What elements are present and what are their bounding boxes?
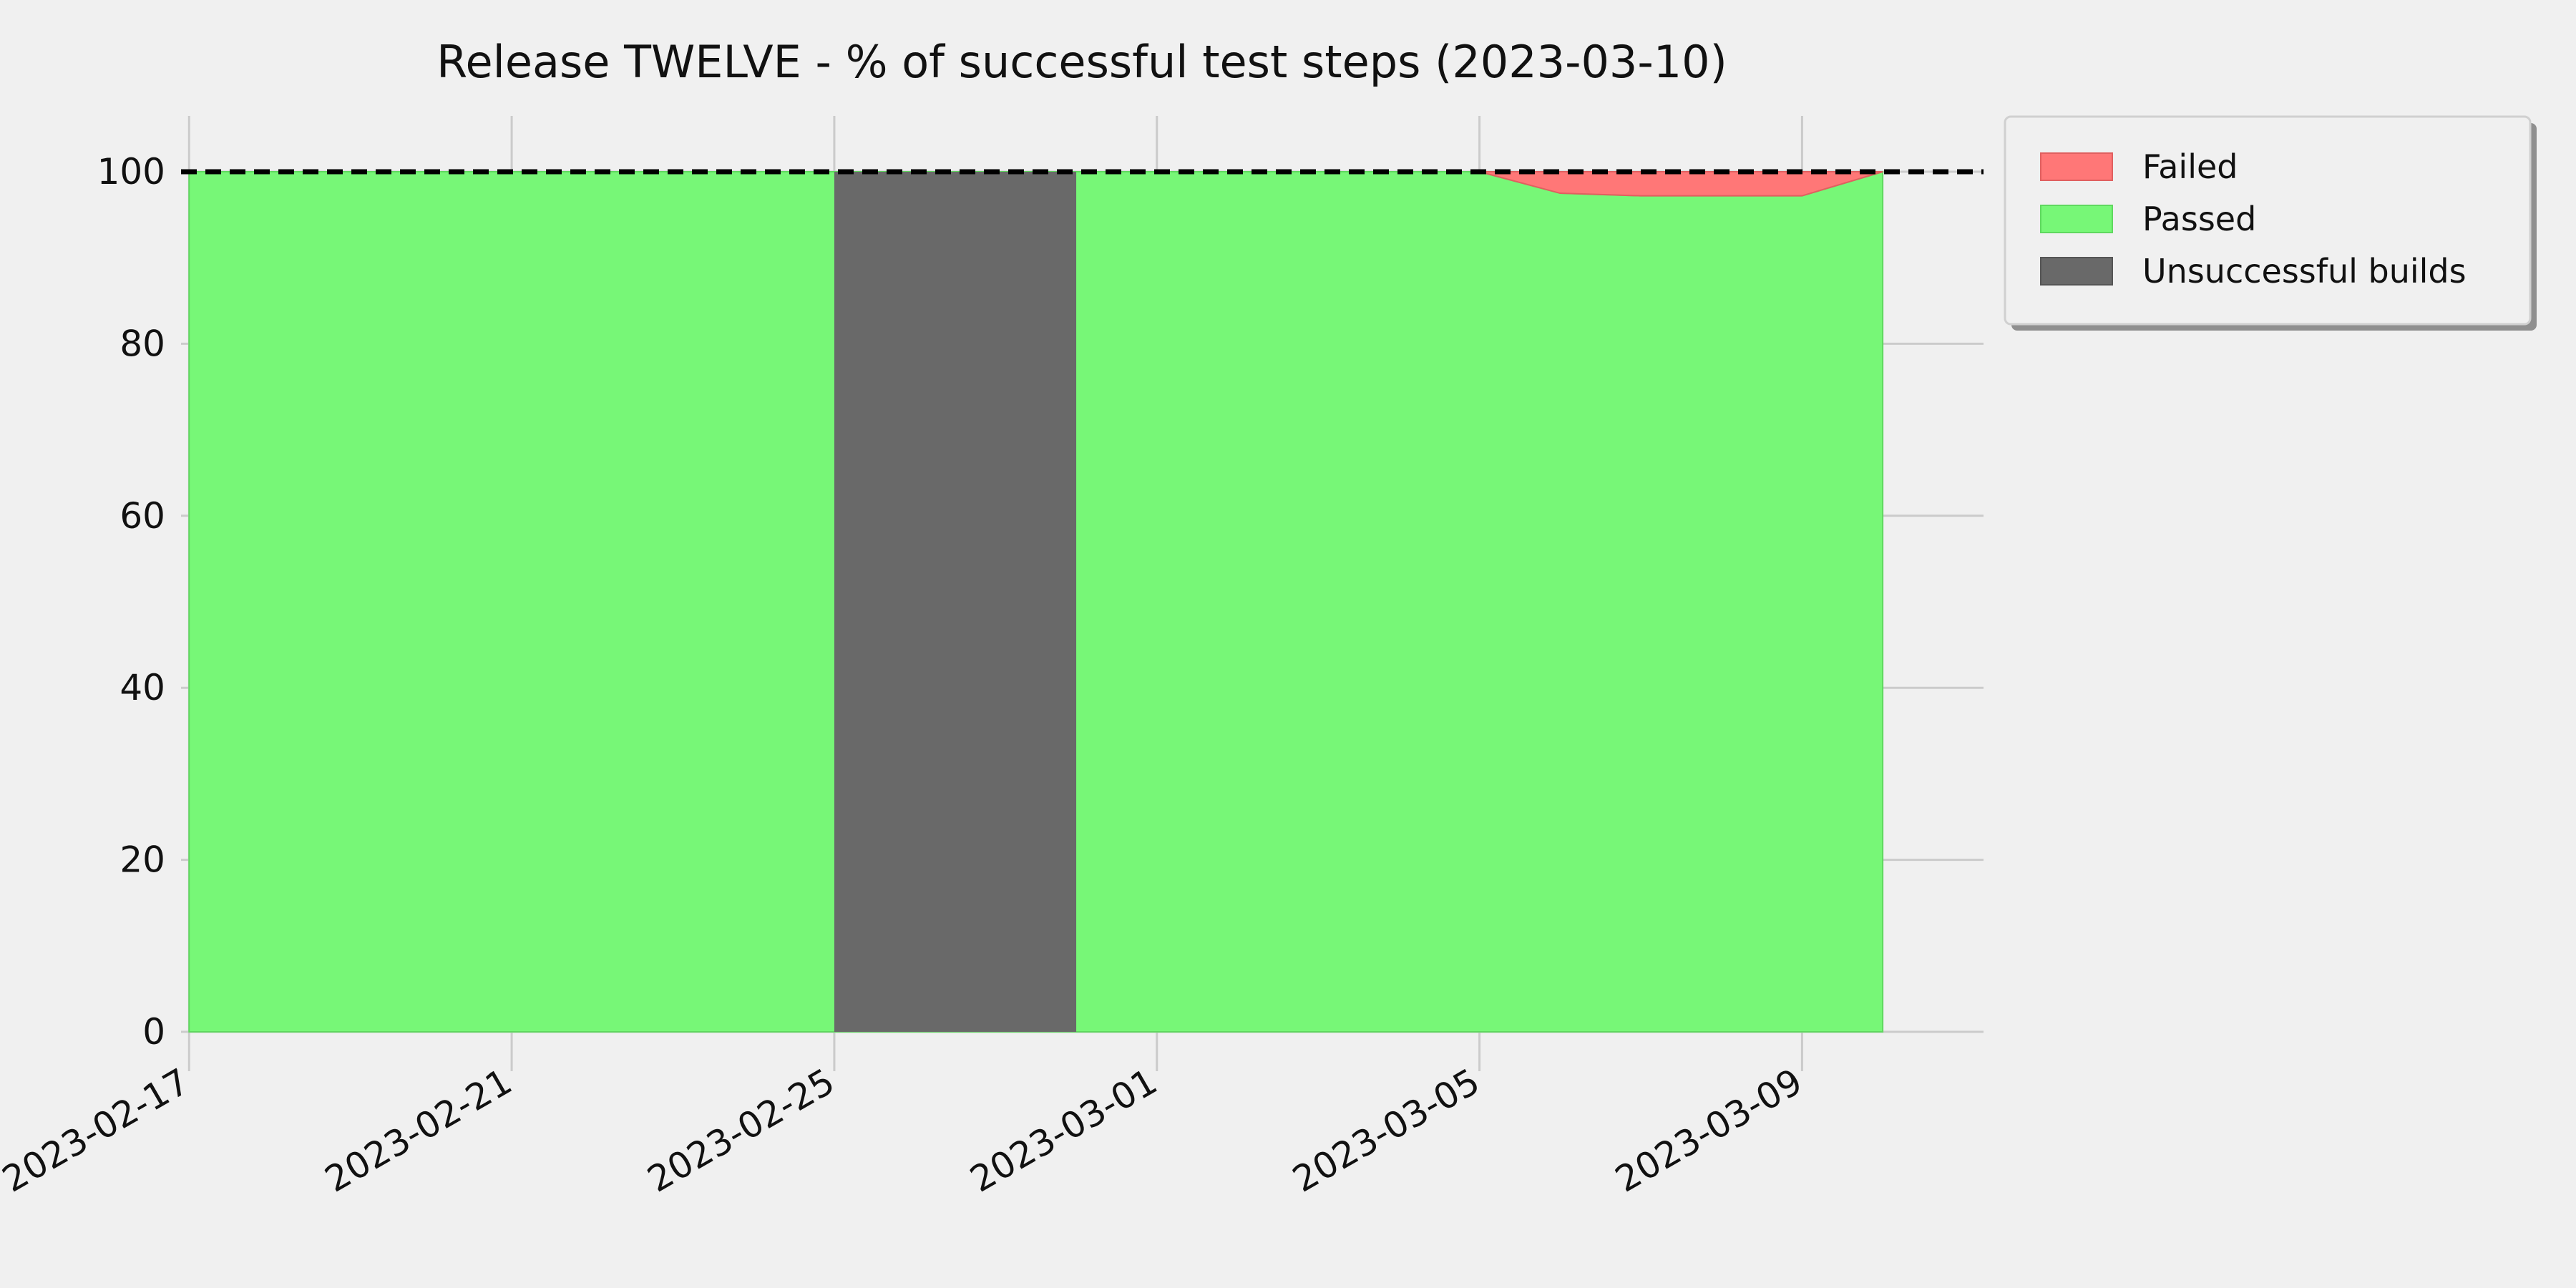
chart-title: Release TWELVE - % of successful test st… — [436, 36, 1727, 88]
legend-swatch — [2040, 152, 2113, 181]
y-tick-label: 80 — [119, 323, 165, 364]
plot-areas — [188, 170, 1884, 1033]
failed-area — [1479, 171, 1883, 197]
y-tick-label: 0 — [142, 1011, 165, 1053]
legend-label: Unsuccessful builds — [2142, 252, 2467, 291]
legend-swatch — [2040, 257, 2113, 286]
legend-label: Failed — [2142, 147, 2238, 186]
y-tick-label: 40 — [119, 667, 165, 708]
y-tick-label: 60 — [119, 495, 165, 537]
unsuccessful-builds-area — [834, 172, 1077, 1032]
legend-label: Passed — [2142, 200, 2256, 238]
y-axis-ticks: 0 20 40 60 80 100 — [97, 151, 165, 1053]
legend: Failed Passed Unsuccessful builds — [2004, 115, 2537, 331]
legend-swatch — [2040, 205, 2113, 233]
y-tick-label: 20 — [119, 839, 165, 881]
y-tick-label: 100 — [97, 151, 165, 192]
legend-box — [2004, 115, 2532, 326]
